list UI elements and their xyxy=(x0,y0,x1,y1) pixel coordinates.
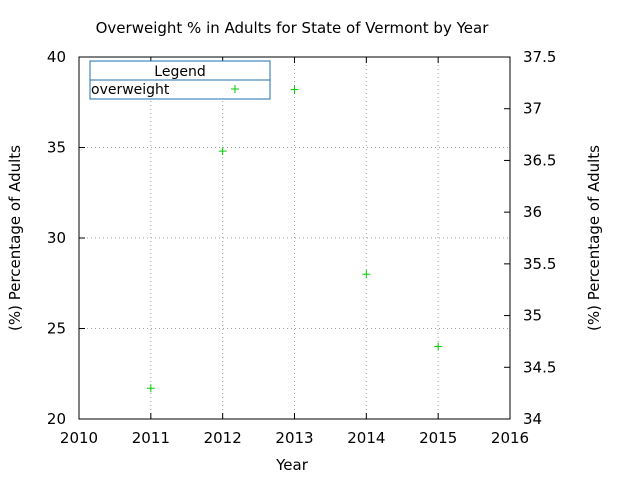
data-point xyxy=(290,85,299,94)
x-tick-label: 2014 xyxy=(347,429,385,447)
y-tick-label: 35 xyxy=(47,139,66,157)
legend-title: Legend xyxy=(154,64,205,80)
x-tick-label: 2016 xyxy=(491,429,529,447)
y2-tick-label: 37 xyxy=(523,100,542,118)
data-points xyxy=(146,85,443,393)
legend: Legend overweight xyxy=(89,60,271,100)
y2-tick-label: 36.5 xyxy=(523,151,556,169)
x-tick-label: 2015 xyxy=(419,429,457,447)
legend-entry-label: overweight xyxy=(91,82,170,98)
x-tick-label: 2010 xyxy=(60,429,98,447)
x-tick-labels: 2010 2011 2012 2013 2014 2015 2016 xyxy=(60,429,529,447)
y2-tick-labels: 34 34.5 35 35.5 36 36.5 37 37.5 xyxy=(523,48,556,428)
grid xyxy=(79,57,510,419)
data-point xyxy=(218,147,227,156)
y2-tick-label: 36 xyxy=(523,203,542,221)
y2-tick-label: 35 xyxy=(523,307,542,325)
y-axis-label: (%) Percentage of Adults xyxy=(6,145,24,331)
legend-marker xyxy=(231,85,239,93)
x-tick-label: 2011 xyxy=(132,429,170,447)
y2-tick-label: 34.5 xyxy=(523,358,556,376)
y-tick-label: 20 xyxy=(47,410,66,428)
y2-tick-label: 35.5 xyxy=(523,255,556,273)
chart-title: Overweight % in Adults for State of Verm… xyxy=(96,19,490,37)
y-tick-label: 40 xyxy=(47,48,66,66)
data-point xyxy=(434,342,443,351)
y-tick-labels: 20 25 30 35 40 xyxy=(47,48,66,428)
x-axis-label: Year xyxy=(275,456,309,474)
x-tick-label: 2012 xyxy=(204,429,242,447)
y2-tick-label: 37.5 xyxy=(523,48,556,66)
y-tick-label: 25 xyxy=(47,320,66,338)
x-tick-label: 2013 xyxy=(275,429,313,447)
data-point xyxy=(146,384,155,393)
y2-tick-label: 34 xyxy=(523,410,542,428)
y-tick-label: 30 xyxy=(47,229,66,247)
y2-axis-label: (%) Percentage of Adults xyxy=(585,145,603,331)
tick-marks xyxy=(78,56,511,420)
data-point xyxy=(362,270,371,279)
